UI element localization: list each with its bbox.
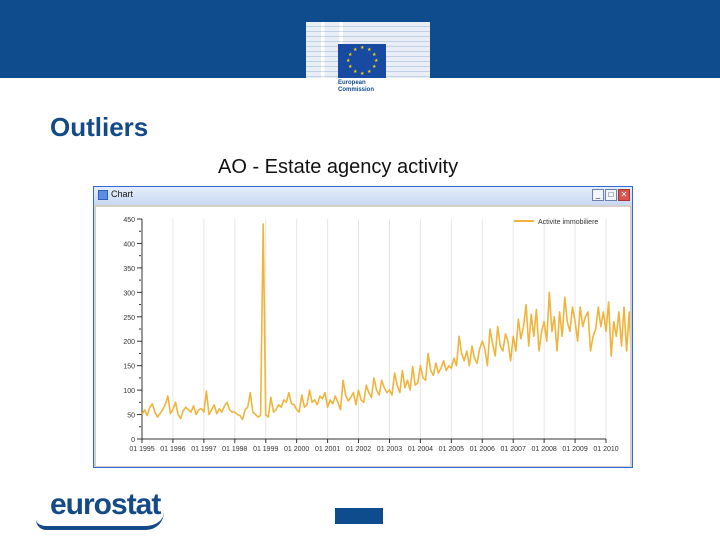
y-tick-label: 350 bbox=[123, 266, 135, 273]
y-tick-label: 50 bbox=[127, 413, 135, 420]
x-tick-label: 01 2010 bbox=[593, 446, 618, 453]
line-chart: 0 50 100 150 200 250 300 350 400 450 01 1995 01 199… bbox=[123, 217, 636, 453]
x-tick-label: 01 2006 bbox=[470, 446, 495, 453]
minimize-button[interactable]: _ bbox=[592, 189, 604, 201]
x-tick-label: 01 2001 bbox=[315, 446, 340, 453]
x-tick-label: 01 2002 bbox=[346, 446, 371, 453]
x-tick-label: 01 2007 bbox=[501, 446, 526, 453]
y-tick-label: 100 bbox=[123, 388, 135, 395]
slide-title: Outliers bbox=[50, 112, 149, 142]
x-tick-label: 01 2000 bbox=[284, 446, 309, 453]
window-titlebar[interactable]: Chart _ □ ✕ bbox=[94, 187, 632, 205]
y-tick-label: 0 bbox=[131, 437, 135, 444]
x-tick-label: 01 1998 bbox=[222, 446, 247, 453]
chart-window-icon bbox=[98, 190, 108, 200]
x-tick-label: 01 2004 bbox=[408, 446, 433, 453]
x-tick-label: 01 1999 bbox=[253, 446, 278, 453]
x-tick-label: 01 2005 bbox=[439, 446, 464, 453]
footer-blue-block bbox=[335, 508, 383, 524]
y-tick-label: 300 bbox=[123, 290, 135, 297]
x-tick-label: 01 2003 bbox=[377, 446, 402, 453]
chart-window: Chart _ □ ✕ 0 50 100 150 200 250 300 350 400 450 0… bbox=[93, 186, 636, 468]
x-tick-label: 01 1996 bbox=[160, 446, 185, 453]
x-tick-label: 01 1995 bbox=[129, 446, 154, 453]
x-tick-label: 01 1997 bbox=[191, 446, 216, 453]
y-tick-label: 250 bbox=[123, 315, 135, 322]
european-commission-logo: ★ ★ ★ ★ ★ ★ ★ ★ ★ ★ ★ ★ European Commiss… bbox=[306, 22, 430, 100]
commission-text-line-1: European bbox=[338, 80, 366, 86]
y-tick-label: 150 bbox=[123, 364, 135, 371]
x-tick-label: 01 2008 bbox=[531, 446, 556, 453]
y-tick-label: 450 bbox=[123, 217, 135, 224]
commission-wordmark: European Commission bbox=[338, 80, 374, 94]
legend-label: Activite immobiliere bbox=[538, 219, 598, 226]
y-tick-label: 200 bbox=[123, 339, 135, 346]
series-line bbox=[141, 223, 636, 421]
window-title: Chart bbox=[111, 189, 134, 199]
commission-text-line-2: Commission bbox=[338, 87, 375, 93]
plot-area: 0 50 100 150 200 250 300 350 400 450 01 1995 01 199… bbox=[96, 207, 636, 466]
y-tick-label: 400 bbox=[123, 241, 135, 248]
slide-subtitle: AO - Estate agency activity bbox=[218, 156, 459, 178]
eurostat-swoosh-icon bbox=[36, 512, 164, 530]
close-button[interactable]: ✕ bbox=[618, 189, 630, 201]
eurostat-logo: eurostat bbox=[36, 478, 172, 532]
x-tick-label: 01 2009 bbox=[562, 446, 587, 453]
maximize-button[interactable]: □ bbox=[605, 189, 617, 201]
eu-flag-icon: ★ ★ ★ ★ ★ ★ ★ ★ ★ ★ ★ ★ bbox=[338, 44, 386, 78]
